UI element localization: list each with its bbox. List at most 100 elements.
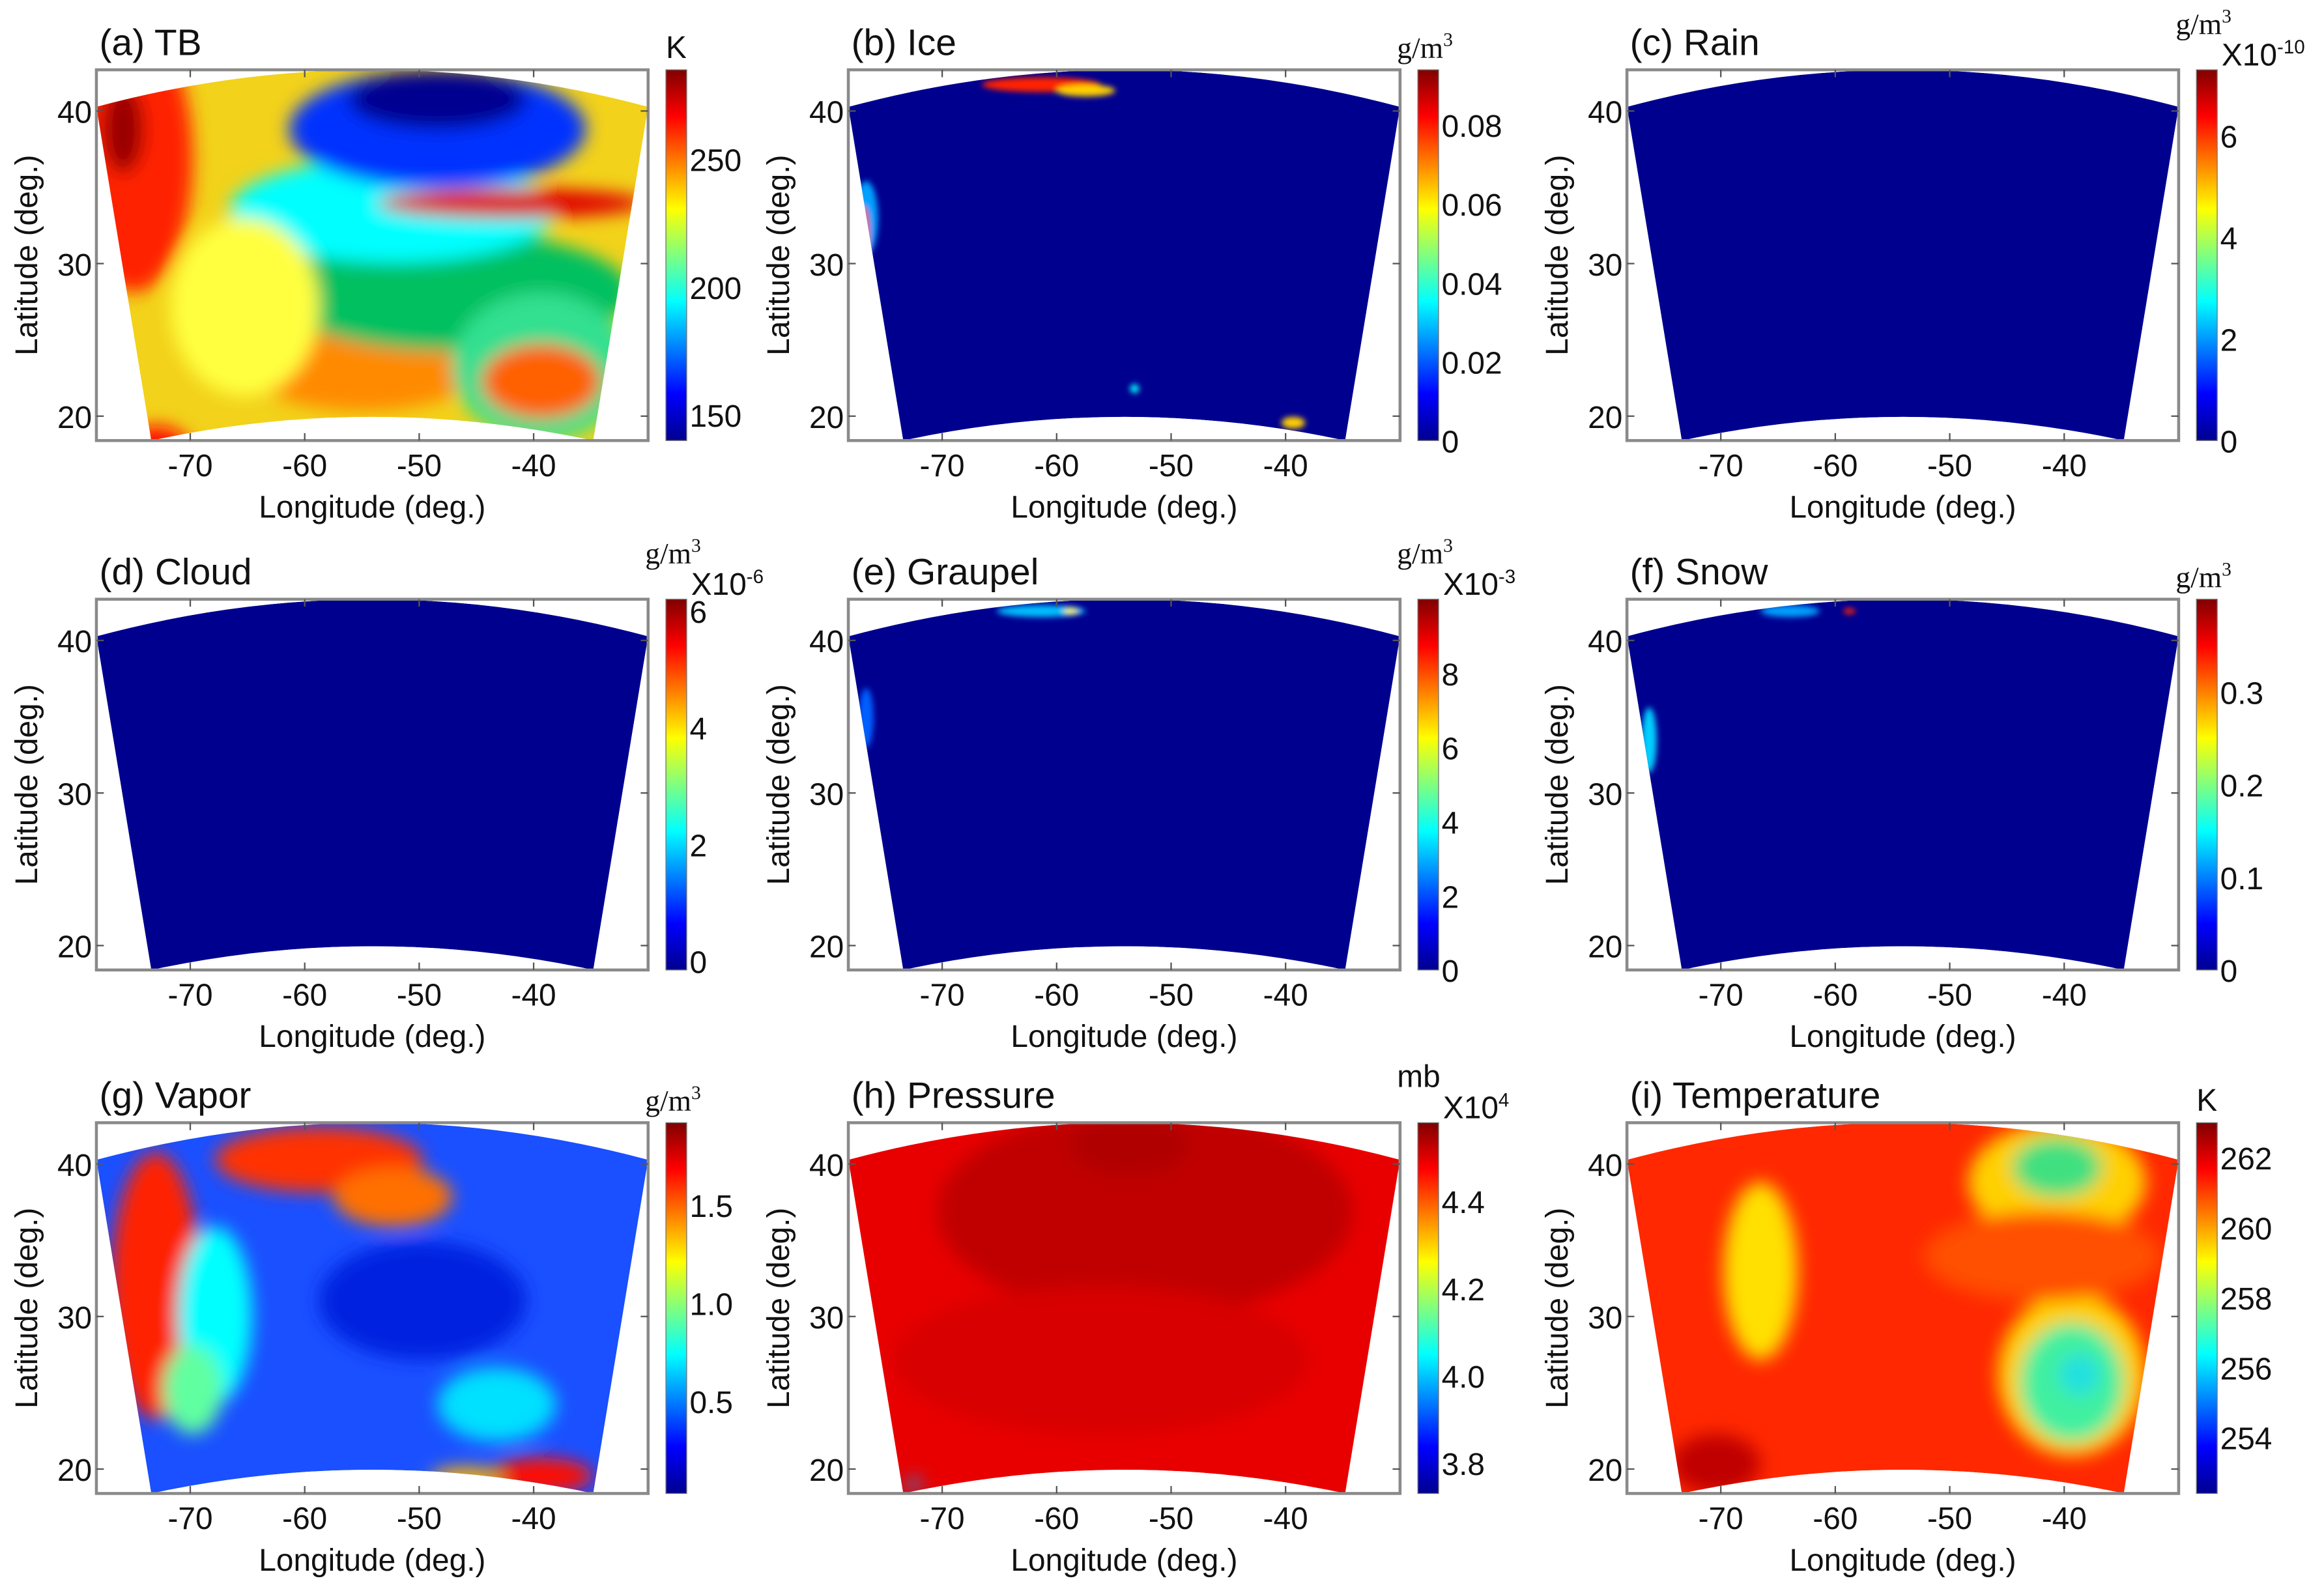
x-tick-label: -40 <box>1263 449 1308 483</box>
x-tick-label: -40 <box>2042 1502 2087 1536</box>
y-tick-label: 30 <box>57 777 92 812</box>
heatmap-base <box>848 599 1400 970</box>
unit-base: g/m <box>2175 8 2222 41</box>
heatmap-cell-cluster <box>2012 1137 2102 1197</box>
panel-title: (h) Pressure <box>852 1075 1055 1117</box>
x-axis-label: Longitude (deg.) <box>1789 1543 2016 1578</box>
y-axis-label: Latitude (deg.) <box>10 1208 44 1408</box>
unit-base: g/m <box>645 537 691 570</box>
heatmap-cell-cluster <box>102 84 144 174</box>
plot-frame <box>846 597 1402 972</box>
heatmap-field <box>848 599 1400 970</box>
y-tick-label: 40 <box>809 625 844 659</box>
colorbar-multiplier: X104 <box>1443 1089 1509 1125</box>
y-tick-label: 20 <box>809 930 844 965</box>
heatmap-field <box>96 70 648 441</box>
panel-title: (d) Cloud <box>100 551 252 593</box>
colorbar-tick-label: 1.5 <box>689 1190 732 1224</box>
colorbar-tick-label: 260 <box>2220 1212 2273 1247</box>
colorbar-tick-label: 4.0 <box>1442 1360 1485 1395</box>
heatmap-field <box>96 1122 648 1494</box>
plot-frame <box>1625 68 2181 442</box>
colorbar-tick-label: 6 <box>2220 121 2238 155</box>
colorbar-tick-label: 250 <box>689 144 741 179</box>
x-tick-label: -50 <box>1927 449 1972 483</box>
heatmap-cell-cluster <box>319 1241 527 1360</box>
x-tick-label: -50 <box>1927 979 1972 1013</box>
colorbar-tick-label: 0.2 <box>2220 769 2263 804</box>
colorbar-multiplier: X10-3 <box>1443 566 1515 602</box>
panel-title: (e) Graupel <box>852 551 1039 593</box>
x-axis-label: Longitude (deg.) <box>1011 491 1237 525</box>
y-tick-label: 30 <box>57 1301 92 1336</box>
colorbar-tick-label: 0 <box>689 946 707 980</box>
heatmap-cell-cluster <box>378 188 646 218</box>
y-tick-label: 20 <box>1588 401 1622 435</box>
x-tick-label: -70 <box>920 1502 965 1536</box>
x-tick-label: -60 <box>282 979 327 1013</box>
colorbar <box>665 69 687 441</box>
panel-title: (g) Vapor <box>100 1075 251 1117</box>
x-tick-label: -70 <box>167 1502 212 1536</box>
colorbar-tick-label: 256 <box>2220 1352 2273 1386</box>
panel-title: (a) TB <box>100 21 202 63</box>
x-tick-label: -60 <box>1034 449 1079 483</box>
colorbar-tick-label: 6 <box>689 595 707 630</box>
panel-g: (g) Vapor -70 -60 -50 -40 20 30 40 Longitude (de… <box>10 1075 733 1578</box>
colorbar-multiplier: X10-10 <box>2222 36 2305 72</box>
plot-frame <box>1625 597 2181 972</box>
colorbar-tick-label: 0.02 <box>1442 346 1502 380</box>
x-axis-label: Longitude (deg.) <box>1011 1543 1237 1578</box>
y-tick-label: 30 <box>1588 1301 1622 1336</box>
x-tick-label: -60 <box>1034 979 1079 1013</box>
y-axis-label: Latitude (deg.) <box>762 155 796 356</box>
x-tick-label: -70 <box>167 979 212 1013</box>
heatmap-base <box>1627 599 2179 970</box>
heatmap-cell-cluster <box>170 218 319 396</box>
y-tick-label: 30 <box>809 1301 844 1336</box>
heatmap-cell-cluster <box>1063 608 1078 614</box>
panel-title: (f) Snow <box>1630 551 1769 593</box>
colorbar-unit: g/m3 <box>645 536 701 570</box>
y-axis-label: Latitude (deg.) <box>762 1208 796 1408</box>
colorbar-tick-label: 3.8 <box>1442 1448 1485 1482</box>
heatmap-cell-cluster <box>893 1285 1308 1435</box>
colorbar <box>1417 69 1439 441</box>
multiplier-exponent: 4 <box>1499 1089 1509 1111</box>
x-tick-label: -60 <box>1813 449 1858 483</box>
x-tick-label: -40 <box>1263 979 1308 1013</box>
colorbar-tick-label: 200 <box>689 272 741 306</box>
colorbar-tick-label: 0.3 <box>2220 676 2263 711</box>
panel-title: (i) Temperature <box>1630 1075 1881 1117</box>
heatmap-field <box>848 1122 1400 1494</box>
y-tick-label: 40 <box>809 1149 844 1183</box>
colorbar-tick-label: 4 <box>2220 222 2238 257</box>
y-tick-label: 30 <box>1588 777 1622 812</box>
x-tick-label: -50 <box>397 449 442 483</box>
x-tick-label: -40 <box>1263 1502 1308 1536</box>
colorbar-tick-label: 6 <box>1442 732 1459 767</box>
panel-title: (b) Ice <box>852 21 956 63</box>
unit-base: K <box>666 31 687 65</box>
heatmap-base <box>1627 70 2179 441</box>
colorbar <box>1417 1122 1439 1494</box>
y-tick-label: 20 <box>57 1453 92 1488</box>
x-axis-label: Longitude (deg.) <box>1789 1020 2016 1054</box>
x-tick-label: -40 <box>511 979 556 1013</box>
colorbar-tick-label: 0 <box>2220 954 2238 989</box>
unit-exponent: 3 <box>2222 6 2231 27</box>
x-axis-label: Longitude (deg.) <box>1011 1020 1237 1054</box>
heatmap-cell-cluster <box>996 605 1086 618</box>
plot-frame <box>846 68 1402 442</box>
x-tick-label: -70 <box>1699 979 1743 1013</box>
colorbar-unit: K <box>2196 1083 2217 1118</box>
unit-exponent: 3 <box>1443 30 1453 51</box>
unit-exponent: 3 <box>691 536 701 556</box>
panel-i: (i) Temperature -70 -60 -50 -40 20 30 40 Longitu… <box>1540 1075 2272 1578</box>
x-tick-label: -50 <box>1149 979 1194 1013</box>
